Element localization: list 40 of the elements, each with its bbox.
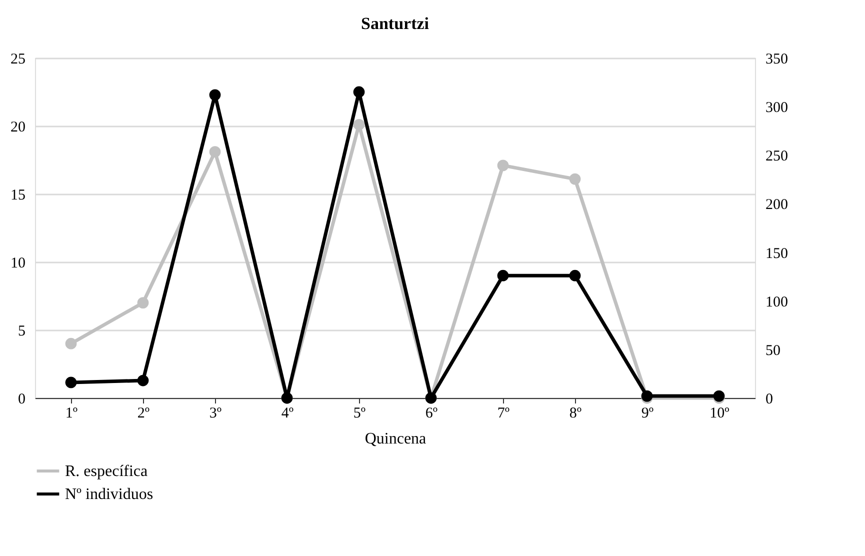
y2-tick-label: 0 — [766, 392, 773, 408]
chart-title: Santurtzi — [361, 14, 430, 33]
point — [209, 146, 221, 158]
y2-tick-label: 100 — [766, 294, 788, 310]
y-tick-label: 0 — [18, 392, 26, 408]
y-tick-label: 10 — [10, 256, 26, 272]
y2-tick-label: 300 — [766, 100, 788, 116]
legend-label: R. específica — [65, 463, 148, 480]
x-tick-label: 6º — [425, 406, 438, 422]
x-tick-label: 3º — [209, 406, 222, 422]
x-tick-label: 5º — [353, 406, 366, 422]
y-tick-label: 20 — [10, 120, 26, 136]
y-tick-label: 5 — [18, 324, 26, 340]
point — [65, 376, 77, 388]
point — [353, 86, 365, 98]
x-axis-title: Quincena — [364, 430, 426, 448]
x-tick-label: 2º — [137, 406, 150, 422]
x-tick-label: 4º — [281, 406, 294, 422]
y-tick-label: 25 — [10, 52, 26, 68]
point — [569, 173, 581, 185]
point — [137, 297, 149, 308]
y2-tick-label: 150 — [766, 246, 788, 262]
x-tick-label: 1º — [65, 406, 78, 422]
point — [137, 374, 149, 386]
legend-label: Nº individuos — [65, 486, 154, 503]
point — [65, 338, 77, 350]
point — [353, 118, 365, 130]
x-tick-label: 7º — [497, 406, 510, 422]
y2-tick-label: 50 — [766, 342, 780, 359]
y2-tick-label: 200 — [766, 197, 788, 214]
point — [209, 89, 221, 101]
point — [569, 270, 581, 282]
point — [497, 270, 509, 282]
y2-tick-label: 350 — [766, 52, 788, 68]
x-tick-label: 9º — [641, 406, 654, 422]
x-tick-label: 10º — [710, 406, 730, 422]
y2-tick-label: 250 — [766, 148, 788, 165]
x-tick-label: 8º — [569, 406, 582, 422]
point — [497, 160, 509, 172]
y-tick-label: 15 — [10, 188, 26, 204]
